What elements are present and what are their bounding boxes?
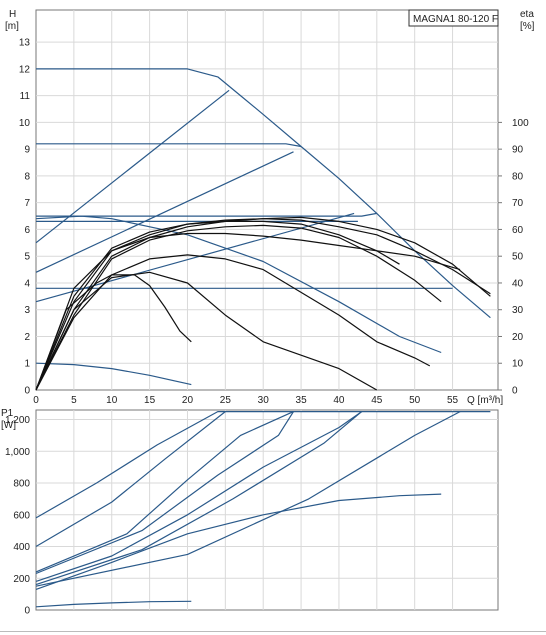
y2-tick-label-6: 60 [512, 225, 524, 236]
y2-tick-label-7: 70 [512, 198, 524, 209]
y2-axis-unit: [%] [520, 21, 535, 32]
y2-tick-label-1: 10 [512, 359, 524, 370]
y-tick-label-12: 12 [19, 64, 31, 75]
power-y-tick-label-1: 200 [13, 574, 30, 585]
power-y-tick-label-3: 600 [13, 510, 30, 521]
power-y-tick-label-2: 400 [13, 542, 30, 553]
power-chart-series [35, 411, 491, 608]
x-tick-label-4: 20 [182, 395, 194, 406]
efficiency-curve-17 [35, 274, 192, 391]
y2-tick-label-3: 30 [512, 305, 524, 316]
x-tick-label-10: 50 [409, 395, 421, 406]
y-tick-label-0: 0 [24, 386, 30, 397]
head-curve-1 [36, 143, 302, 148]
power-chart-grid [36, 410, 498, 610]
power-curve-6 [35, 411, 461, 587]
power-y-tick-label-6: 1,200 [5, 415, 30, 426]
head-efficiency-chart: 0 5 10 15 20 25 30 35 40 45 50 55 01234567891011121… [5, 9, 535, 406]
x-tick-label-8: 40 [333, 395, 345, 406]
y-tick-label-2: 2 [24, 332, 30, 343]
y-tick-label-8: 8 [24, 171, 30, 182]
y2-axis-label: eta [520, 9, 534, 20]
y2-tick-label-9: 90 [512, 145, 524, 156]
y-tick-label-10: 10 [19, 118, 31, 129]
y-tick-label-6: 6 [24, 225, 30, 236]
power-y-axis-label: P1 [1, 408, 14, 419]
x-tick-label-6: 30 [258, 395, 270, 406]
head-chart-grid [36, 10, 498, 390]
head-chart-plot-area [35, 9, 499, 391]
y2-tick-labels: 0 10 20 30 40 50 60 70 80 90 100 [498, 118, 529, 397]
y-axis-unit: [m] [5, 21, 19, 32]
x-axis-label: Q [m³/h] [467, 395, 503, 406]
y2-tick-label-0: 0 [512, 386, 518, 397]
head-curve-6 [35, 151, 294, 273]
y2-tick-label-4: 40 [512, 278, 524, 289]
head-chart-series [35, 68, 491, 391]
y-tick-label-9: 9 [24, 145, 30, 156]
y-tick-label-1: 1 [24, 359, 30, 370]
power-curve-1 [35, 411, 226, 548]
power-curve-0 [35, 411, 491, 519]
x-tick-label-5: 25 [220, 395, 232, 406]
x-tick-label-2: 10 [106, 395, 118, 406]
y-tick-label-13: 13 [19, 38, 31, 49]
power-curve-2 [35, 411, 294, 573]
head-curve-8 [35, 215, 442, 354]
y2-tick-label-2: 20 [512, 332, 524, 343]
y-tick-label-4: 4 [24, 278, 30, 289]
efficiency-curve-15 [35, 224, 442, 391]
power-curve-8 [35, 600, 192, 608]
x-tick-label-11: 55 [447, 395, 459, 406]
efficiency-curve-11 [35, 271, 378, 391]
y-tick-label-7: 7 [24, 198, 30, 209]
power-y-tick-label-4: 800 [13, 479, 30, 490]
efficiency-curve-14 [35, 220, 400, 391]
y-tick-label-11: 11 [20, 91, 31, 102]
y-axis-label: H [9, 9, 16, 20]
chart-title: MAGNA1 80-120 F [413, 14, 498, 25]
pump-model-box [408, 9, 499, 27]
head-curve-2 [36, 212, 377, 217]
efficiency-curve-16 [35, 232, 461, 391]
y-tick-label-5: 5 [24, 252, 30, 263]
power-chart-plot-area [35, 409, 499, 611]
x-tick-label-0: 0 [33, 395, 39, 406]
power-chart: 0 200 400 600 800 1,000 1,200 P1 [W] [1, 408, 499, 617]
y-tick-label-3: 3 [24, 305, 30, 316]
x-tick-label-1: 5 [71, 395, 77, 406]
head-curve-9 [35, 362, 192, 386]
power-y-axis-unit: [W] [1, 420, 16, 431]
x-tick-label-3: 15 [144, 395, 156, 406]
y2-tick-label-5: 50 [512, 252, 524, 263]
x-tick-label-9: 45 [371, 395, 383, 406]
y2-tick-label-8: 80 [512, 171, 524, 182]
power-curve-5 [35, 411, 363, 582]
power-curve-3 [35, 411, 295, 575]
x-tick-labels: 0 5 10 15 20 25 30 35 40 45 50 55 [33, 395, 458, 406]
power-y-tick-label-0: 0 [24, 606, 30, 617]
power-y-tick-label-5: 1,000 [5, 447, 30, 458]
y2-tick-label-10: 100 [512, 118, 529, 129]
x-tick-label-7: 35 [296, 395, 308, 406]
efficiency-curve-10 [35, 254, 431, 391]
power-curve-7 [35, 493, 442, 590]
power-y-tick-labels: 0 200 400 600 800 1,000 1,200 [5, 415, 30, 616]
power-curve-4 [35, 411, 363, 586]
